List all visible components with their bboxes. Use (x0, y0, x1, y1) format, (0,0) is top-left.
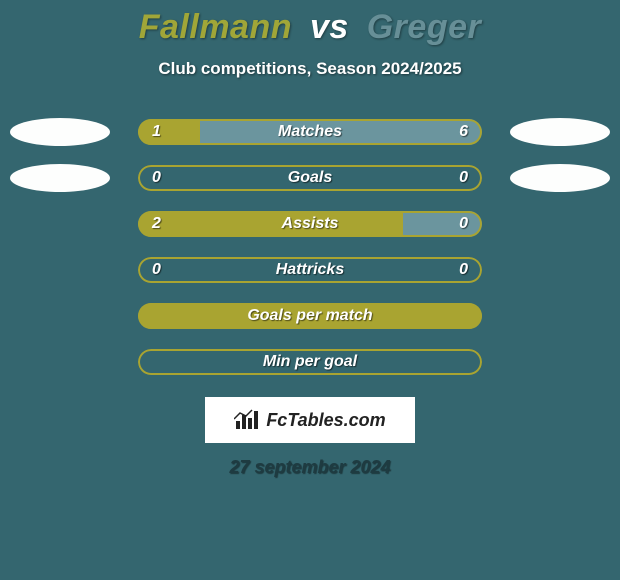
bar-fill-right (403, 211, 482, 237)
watermark: FcTables.com (205, 397, 415, 443)
stat-label: Assists (282, 215, 339, 233)
player-badge-left (10, 118, 110, 146)
title-vs: vs (302, 8, 357, 46)
title: Fallmann vs Greger (0, 0, 620, 47)
stat-label: Min per goal (263, 353, 357, 371)
player-badge-right (510, 164, 610, 192)
comparison-panel: Fallmann vs Greger Club competitions, Se… (0, 0, 620, 580)
stat-row: Goals per match (0, 293, 620, 339)
stat-bar: 1 6 Matches (138, 119, 482, 145)
stat-row: Min per goal (0, 339, 620, 385)
stat-value-left: 0 (152, 169, 161, 187)
stat-value-left: 2 (152, 215, 161, 233)
stat-row: 2 0 Assists (0, 201, 620, 247)
bar-chart-icon (234, 409, 260, 431)
stat-row: 0 0 Hattricks (0, 247, 620, 293)
stat-value-right: 0 (459, 169, 468, 187)
player-badge-left (10, 164, 110, 192)
title-player1: Fallmann (139, 8, 292, 46)
stat-bar: 0 0 Goals (138, 165, 482, 191)
stat-value-left: 0 (152, 261, 161, 279)
stat-label: Hattricks (276, 261, 344, 279)
stat-value-right: 0 (459, 215, 468, 233)
stat-rows: 1 6 Matches 0 0 Goals 2 0 Assists 0 0 Hattricks Goal… (0, 109, 620, 385)
watermark-text: FcTables.com (266, 410, 385, 431)
subtitle: Club competitions, Season 2024/2025 (0, 59, 620, 79)
player-badge-right (510, 118, 610, 146)
stat-value-right: 0 (459, 261, 468, 279)
stat-label: Goals per match (247, 307, 372, 325)
stat-row: 1 6 Matches (0, 109, 620, 155)
title-player2: Greger (367, 8, 482, 46)
stat-bar: Min per goal (138, 349, 482, 375)
stat-row: 0 0 Goals (0, 155, 620, 201)
stat-bar: 2 0 Assists (138, 211, 482, 237)
stat-bar: Goals per match (138, 303, 482, 329)
date: 27 september 2024 (0, 457, 620, 478)
bar-fill-left (138, 119, 200, 145)
stat-value-left: 1 (152, 123, 161, 141)
stat-bar: 0 0 Hattricks (138, 257, 482, 283)
bar-fill-left (138, 211, 403, 237)
stat-value-right: 6 (459, 123, 468, 141)
stat-label: Matches (278, 123, 342, 141)
stat-label: Goals (288, 169, 332, 187)
